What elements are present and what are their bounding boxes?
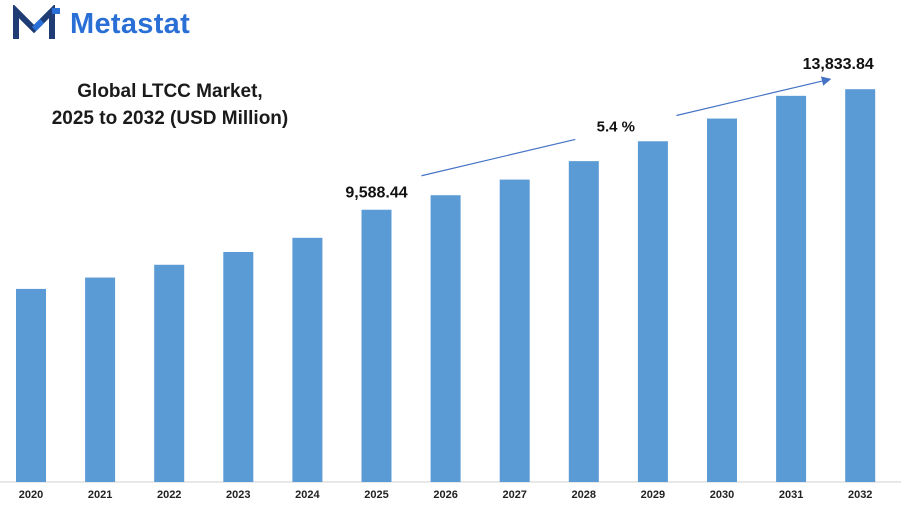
- bar-2029: [637, 141, 668, 482]
- chart-title: Global LTCC Market, 2025 to 2032 (USD Mi…: [20, 78, 320, 132]
- chart-title-line-2: 2025 to 2032 (USD Million): [51, 108, 289, 129]
- bar-2030: [707, 118, 737, 482]
- bar-2024: [292, 237, 323, 482]
- x-tick-label-2029: 2029: [641, 489, 665, 501]
- data-label-2032: 13,833.84: [803, 56, 874, 73]
- bar-2031: [776, 95, 807, 483]
- metastat-m-logo-icon: [13, 5, 60, 39]
- x-tick-label-2026: 2026: [433, 489, 457, 501]
- x-tick-label-2024: 2024: [295, 489, 320, 501]
- growth-arrow-segment-1: [421, 138, 576, 177]
- growth-arrow-segment-2: [676, 76, 832, 117]
- bar-2021: [85, 277, 116, 482]
- x-tick-label-2027: 2027: [502, 489, 526, 501]
- bar-2020: [16, 288, 46, 482]
- bar-2025: [361, 209, 392, 482]
- brand-name: Metastat: [70, 7, 191, 40]
- bar-2026: [430, 195, 461, 482]
- x-tick-label-2028: 2028: [572, 489, 596, 501]
- x-tick-label-2022: 2022: [157, 489, 181, 501]
- x-tick-label-2025: 2025: [364, 489, 388, 501]
- bar-2028: [568, 161, 599, 482]
- x-tick-label-2030: 2030: [710, 489, 734, 501]
- brand: Metastat: [12, 4, 190, 44]
- bar-2027: [499, 179, 530, 482]
- bars-group: [16, 89, 876, 483]
- tick-labels-group: 2020 2021 2022 2023 2024 2025 2026 2027 2028 2029…: [19, 489, 873, 501]
- x-tick-label-2023: 2023: [226, 489, 250, 501]
- cagr-label: 5.4 %: [597, 118, 635, 135]
- bar-2032: [845, 89, 876, 482]
- bar-2022: [154, 264, 185, 482]
- chart-title-line-1: Global LTCC Market,: [77, 81, 263, 102]
- bar-2023: [223, 252, 254, 482]
- x-tick-label-2021: 2021: [88, 489, 112, 501]
- data-label-2025: 9,588.44: [345, 185, 407, 202]
- x-tick-label-2031: 2031: [779, 489, 803, 501]
- x-tick-label-2032: 2032: [848, 489, 872, 501]
- x-tick-label-2020: 2020: [19, 489, 43, 501]
